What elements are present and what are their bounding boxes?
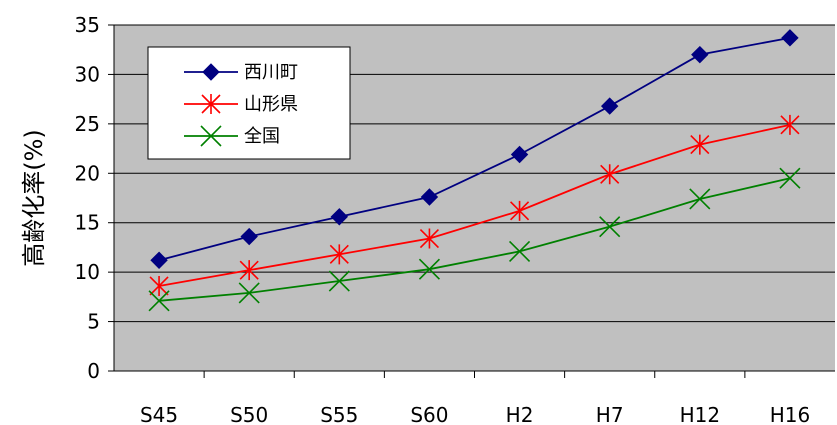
data-point-1-6 [690,134,710,155]
x-tick-label-H16: H16 [770,403,811,425]
data-point-2-6 [689,188,711,210]
series-group [148,29,801,312]
series-line-1 [158,123,791,287]
x-tick-label-S50: S50 [230,403,268,425]
y-tick-label-15: 15 [75,211,100,235]
series-1 [149,114,800,296]
data-point-2-4 [508,240,531,262]
axes [108,24,835,378]
y-tick-label-20: 20 [75,161,100,185]
data-point-1-7 [780,114,800,135]
x-tick-label-H7: H7 [596,403,624,425]
legend-label-0: 西川町 [244,62,298,83]
data-point-0-7 [781,29,799,47]
x-tick-label-S45: S45 [140,403,178,425]
x-tick-label-H2: H2 [506,403,534,425]
data-point-2-3 [418,258,441,280]
data-point-2-2 [328,270,350,292]
y-tick-label-5: 5 [87,310,100,334]
data-point-0-6 [691,45,709,64]
data-point-1-4 [509,200,530,221]
legend-label-1: 山形県 [244,94,298,115]
y-axis-label: 高齢化率(%) [20,129,48,267]
data-point-0-4 [510,145,529,164]
series-line-0 [158,36,791,262]
data-point-0-0 [150,251,168,269]
data-point-1-1 [239,260,259,281]
y-tick-label-25: 25 [75,112,100,136]
data-point-2-1 [238,282,260,304]
x-tick-label-H12: H12 [680,403,721,425]
legend-marker-1 [201,94,221,114]
data-point-0-3 [420,188,439,206]
legend-marker-2 [200,125,222,147]
data-point-1-3 [419,228,440,249]
series-2 [148,167,801,312]
y-tick-label-30: 30 [75,62,100,86]
legend-label-2: 全国 [244,126,280,147]
data-point-2-0 [148,290,170,312]
data-point-2-7 [779,167,801,189]
legend-marker-0 [202,63,220,81]
data-point-0-1 [240,227,258,246]
y-tick-labels: 0 5 10 15 20 25 30 35 [75,13,100,383]
series-line-2 [158,177,791,302]
data-point-0-5 [600,97,619,115]
x-tick-labels: S45 S50 S55 S60 H2 H7 H12 H16 [140,403,810,425]
data-point-2-5 [599,216,621,238]
data-point-1-5 [600,164,620,185]
data-point-1-2 [329,244,349,265]
x-tick-label-S60: S60 [410,403,448,425]
y-tick-label-0: 0 [87,359,100,383]
x-tick-label-S55: S55 [320,403,358,425]
y-tick-label-10: 10 [75,260,100,284]
data-point-1-0 [149,275,169,296]
data-point-0-2 [330,208,349,226]
y-tick-label-35: 35 [75,13,100,37]
legend-box [147,46,351,160]
series-0 [150,29,799,269]
